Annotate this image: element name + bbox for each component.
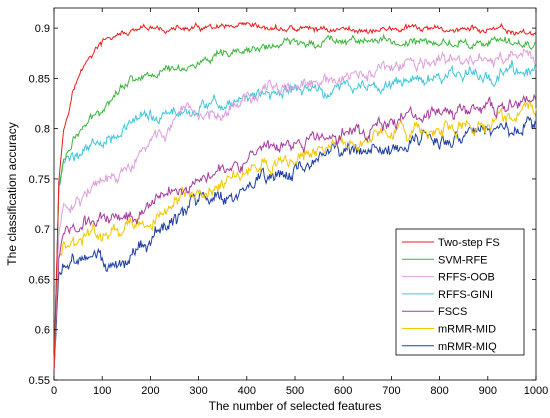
x-tick-label: 300 [189,385,207,397]
y-tick-label: 0.9 [35,23,50,35]
legend-label: Two-step FS [438,237,500,249]
series-line-3 [53,48,537,370]
series-line-5 [53,93,537,370]
y-tick-label: 0.65 [29,274,50,286]
legend-label: FSCS [438,306,467,318]
x-tick-label: 0 [51,385,57,397]
series-line-2 [53,33,537,370]
y-tick-label: 0.55 [29,375,50,387]
y-tick-label: 0.8 [35,124,50,136]
y-tick-label: 0.85 [29,73,50,85]
legend-label: SVM-RFE [438,254,488,266]
legend-label: mRMR-MIQ [438,341,497,353]
series-line-6 [53,100,537,370]
x-tick-label: 100 [93,385,111,397]
x-tick-label: 500 [286,385,304,397]
y-axis-label: The classification accuracy [5,122,19,265]
x-tick-label: 900 [479,385,497,397]
x-tick-label: 600 [334,385,352,397]
x-tick-label: 200 [141,385,159,397]
series-line-1 [53,21,537,370]
legend: Two-step FS SVM-RFE RFFS-OOB RFFS-GINI FSCS m… [395,228,525,356]
legend-label: RFFS-GINI [438,289,493,301]
ticks-layer: 0 100 200 300 400 500 600 700 800 900 1000 0.55 0.6 0… [29,8,548,397]
y-tick-label: 0.75 [29,174,50,186]
y-tick-label: 0.7 [35,224,50,236]
legend-label: mRMR-MID [438,324,496,336]
x-tick-label: 700 [382,385,400,397]
series-line-4 [53,60,537,370]
series-layer [53,21,537,370]
x-axis-label: The number of selected features [209,399,382,413]
legend-box [395,228,525,356]
legend-label: RFFS-OOB [438,272,495,284]
series-line-7 [53,116,537,370]
y-tick-label: 0.6 [35,325,50,337]
x-tick-label: 400 [238,385,256,397]
x-tick-label: 800 [430,385,448,397]
x-tick-label: 1000 [524,385,548,397]
